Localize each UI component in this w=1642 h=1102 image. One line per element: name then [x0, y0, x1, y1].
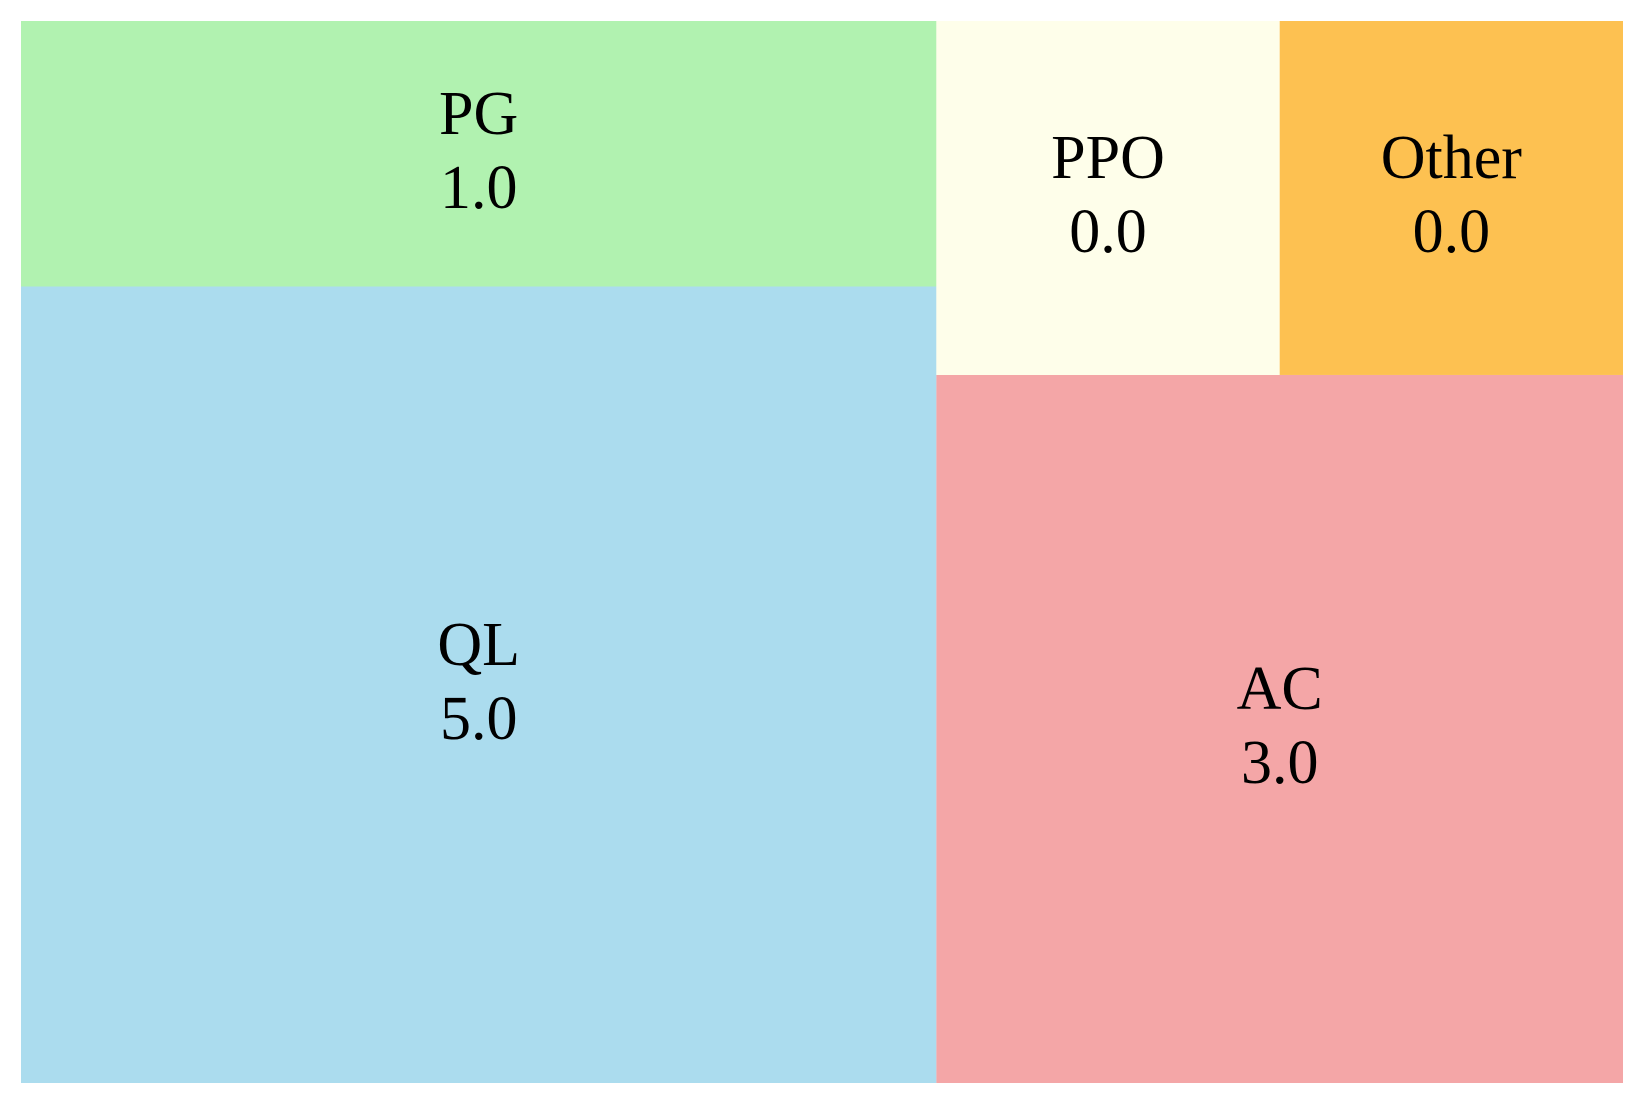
tile-label: QL — [437, 611, 520, 679]
value-label: 1.0 — [440, 154, 518, 222]
value-label: 3.0 — [1241, 729, 1319, 797]
value-label: 0.0 — [1069, 198, 1147, 266]
tile-label: PPO — [1051, 124, 1165, 192]
tile-label: Other — [1381, 124, 1523, 192]
value-label: 0.0 — [1413, 198, 1491, 266]
tile — [21, 21, 937, 287]
tile — [1279, 21, 1623, 375]
tile — [936, 374, 1623, 1083]
tile-label: PG — [439, 80, 518, 148]
tile — [936, 21, 1280, 375]
value-label: 5.0 — [440, 685, 518, 753]
tile-label: AC — [1237, 655, 1323, 723]
tile — [21, 286, 937, 1083]
